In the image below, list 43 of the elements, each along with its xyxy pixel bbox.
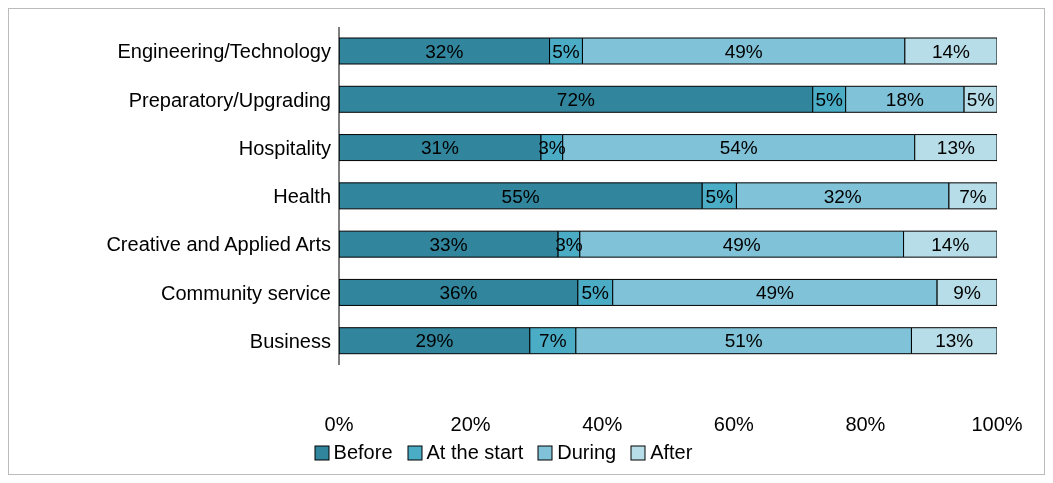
data-label: 14% bbox=[931, 40, 971, 62]
data-label: 36% bbox=[439, 282, 478, 304]
data-label: 14% bbox=[931, 233, 970, 255]
data-label: 9% bbox=[953, 282, 981, 304]
legend-label: During bbox=[556, 441, 617, 464]
legend-label: After bbox=[649, 441, 693, 464]
data-label: 29% bbox=[415, 330, 454, 352]
legend-label: At the start bbox=[425, 441, 524, 464]
data-label: 33% bbox=[429, 233, 468, 255]
data-label: 72% bbox=[556, 89, 595, 111]
data-label: 5% bbox=[581, 282, 610, 304]
y-tick-label: Engineering/Technology bbox=[117, 40, 331, 63]
data-label: 7% bbox=[539, 330, 567, 352]
data-label: 13% bbox=[936, 137, 975, 159]
y-tick-label: Preparatory/Upgrading bbox=[128, 88, 331, 111]
data-label: 32% bbox=[425, 40, 464, 62]
x-tick-label: 60% bbox=[713, 413, 755, 436]
y-tick-label: Creative and Applied Arts bbox=[106, 233, 331, 256]
data-label: 13% bbox=[935, 330, 974, 352]
data-label: 55% bbox=[501, 185, 540, 207]
data-label: 51% bbox=[724, 330, 763, 352]
data-label: 5% bbox=[966, 89, 995, 111]
data-label: 31% bbox=[420, 137, 460, 159]
x-tick-label: 100% bbox=[971, 413, 1023, 436]
data-label: 5% bbox=[705, 185, 734, 207]
y-tick-label: Hospitality bbox=[238, 136, 331, 159]
data-label: 49% bbox=[722, 233, 761, 255]
data-label: 18% bbox=[885, 89, 924, 111]
x-tick-label: 20% bbox=[450, 413, 491, 436]
x-tick-label: 80% bbox=[845, 413, 886, 436]
data-label: 49% bbox=[755, 282, 795, 304]
data-label: 5% bbox=[815, 89, 844, 111]
data-label: 54% bbox=[719, 137, 758, 159]
y-tick-label: Health bbox=[273, 185, 331, 208]
x-tick-label: 40% bbox=[582, 413, 623, 436]
y-tick-label: Community service bbox=[160, 281, 331, 304]
x-tick-label: 0% bbox=[324, 413, 354, 436]
data-label: 5% bbox=[552, 40, 580, 62]
data-label: 7% bbox=[959, 185, 987, 207]
data-label: 49% bbox=[724, 40, 763, 62]
data-label: 32% bbox=[823, 185, 862, 207]
y-tick-label: Business bbox=[249, 329, 331, 352]
legend-label: Before bbox=[332, 441, 393, 464]
